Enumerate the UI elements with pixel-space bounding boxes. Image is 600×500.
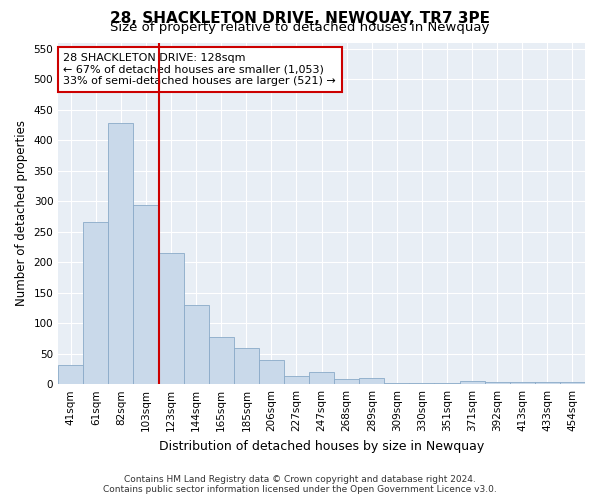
Bar [510,382,535,384]
Bar [133,206,158,384]
Bar [485,382,510,384]
Bar [560,382,585,384]
Text: 28, SHACKLETON DRIVE, NEWQUAY, TR7 3PE: 28, SHACKLETON DRIVE, NEWQUAY, TR7 3PE [110,11,490,26]
Bar [209,336,234,384]
Bar [184,305,209,384]
Bar [385,383,409,384]
Bar [334,380,359,384]
Bar [284,376,309,384]
Bar [409,383,434,384]
Bar [58,364,83,384]
Text: 28 SHACKLETON DRIVE: 128sqm
← 67% of detached houses are smaller (1,053)
33% of : 28 SHACKLETON DRIVE: 128sqm ← 67% of det… [64,53,336,86]
Bar [234,348,259,384]
Text: Size of property relative to detached houses in Newquay: Size of property relative to detached ho… [110,21,490,34]
Bar [434,383,460,384]
X-axis label: Distribution of detached houses by size in Newquay: Distribution of detached houses by size … [159,440,484,452]
Bar [158,253,184,384]
Bar [359,378,385,384]
Bar [109,123,133,384]
Y-axis label: Number of detached properties: Number of detached properties [15,120,28,306]
Bar [460,381,485,384]
Text: Contains HM Land Registry data © Crown copyright and database right 2024.
Contai: Contains HM Land Registry data © Crown c… [103,474,497,494]
Bar [535,382,560,384]
Bar [259,360,284,384]
Bar [83,222,109,384]
Bar [309,372,334,384]
